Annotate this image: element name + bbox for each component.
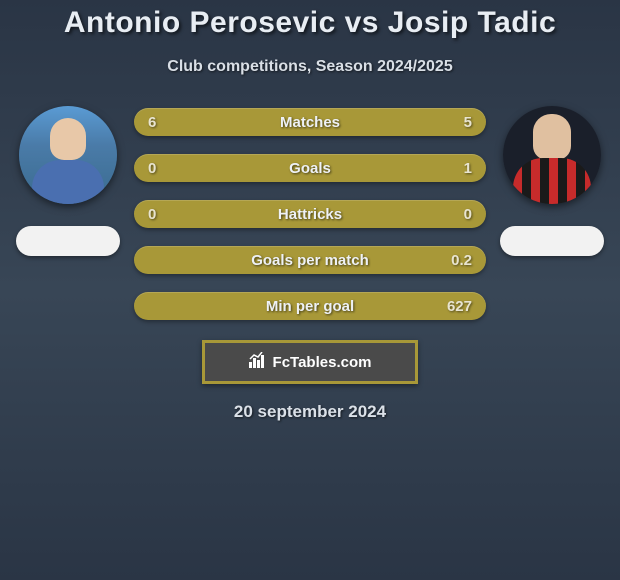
stat-label: Goals (289, 160, 331, 177)
avatar-image-placeholder (19, 106, 117, 204)
player-right-column (492, 106, 612, 256)
player-right-avatar (503, 106, 601, 204)
stats-column: 6 Matches 5 0 Goals 1 0 Hattricks 0 Goal… (128, 106, 492, 320)
stat-row-goals-per-match: Goals per match 0.2 (134, 246, 486, 274)
stat-label: Hattricks (278, 206, 342, 223)
stat-row-goals: 0 Goals 1 (134, 154, 486, 182)
stat-right-value: 5 (442, 114, 472, 131)
player-left-name-pill (16, 226, 120, 256)
stat-left-value: 6 (148, 114, 178, 131)
stat-left-value: 0 (148, 206, 178, 223)
subtitle: Club competitions, Season 2024/2025 (0, 58, 620, 76)
stat-right-value: 627 (442, 298, 472, 315)
player-left-column (8, 106, 128, 256)
branding-label: FcTables.com (273, 354, 372, 371)
stat-right-value: 0 (442, 206, 472, 223)
main-row: 6 Matches 5 0 Goals 1 0 Hattricks 0 Goal… (0, 106, 620, 320)
date-label: 20 september 2024 (0, 402, 620, 422)
comparison-card: Antonio Perosevic vs Josip Tadic Club co… (0, 0, 620, 422)
page-title: Antonio Perosevic vs Josip Tadic (0, 6, 620, 40)
stat-row-hattricks: 0 Hattricks 0 (134, 200, 486, 228)
stat-label: Matches (280, 114, 340, 131)
stat-right-value: 0.2 (442, 252, 472, 269)
chart-icon (249, 352, 267, 373)
stat-right-value: 1 (442, 160, 472, 177)
player-left-avatar (19, 106, 117, 204)
stat-row-min-per-goal: Min per goal 627 (134, 292, 486, 320)
stat-label: Goals per match (251, 252, 369, 269)
stat-left-value: 0 (148, 160, 178, 177)
avatar-image-placeholder (503, 106, 601, 204)
branding-box[interactable]: FcTables.com (202, 340, 418, 384)
player-right-name-pill (500, 226, 604, 256)
stat-label: Min per goal (266, 298, 354, 315)
stat-row-matches: 6 Matches 5 (134, 108, 486, 136)
